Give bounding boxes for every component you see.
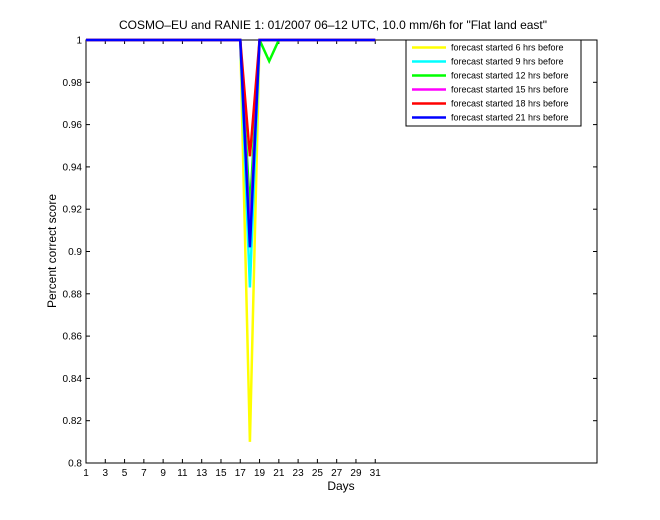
y-axis: 0.8 0.82 0.84 0.86 0.88 0.9 0.92 0.94 0.96 0.98 1 [63, 36, 597, 470]
x-tick-label: 29 [350, 468, 362, 479]
x-tick-label: 7 [141, 468, 147, 479]
legend-box [405, 39, 582, 127]
legend-label: forecast started 6 hrs before [451, 43, 564, 53]
y-tick-label: 0.92 [63, 205, 83, 216]
x-tick-label: 15 [215, 468, 227, 479]
x-tick-label: 9 [160, 468, 166, 479]
x-tick-label: 11 [177, 468, 188, 479]
y-tick-label: 0.94 [63, 162, 83, 173]
y-tick-label: 0.86 [63, 332, 83, 343]
legend: forecast started 6 hrs before forecast st… [405, 39, 582, 127]
y-tick-label: 0.98 [63, 78, 83, 89]
legend-label: forecast started 12 hrs before [451, 71, 569, 81]
x-tick-label: 1 [83, 468, 89, 479]
legend-label: forecast started 21 hrs before [451, 113, 569, 123]
legend-label: forecast started 9 hrs before [451, 57, 564, 67]
chart-title: COSMO–EU and RANIE 1: 01/2007 06–12 UTC,… [119, 18, 547, 32]
series-lines [86, 38, 376, 442]
y-tick-label: 0.82 [63, 416, 83, 427]
x-tick-label: 25 [312, 468, 324, 479]
x-tick-label: 3 [103, 468, 109, 479]
x-tick-label: 19 [254, 468, 266, 479]
y-tick-label: 0.96 [63, 120, 83, 131]
x-tick-label: 21 [273, 468, 285, 479]
x-axis-title: Days [327, 479, 354, 493]
x-tick-label: 27 [331, 468, 343, 479]
series-line-6 [86, 38, 376, 248]
y-tick-label: 1 [76, 36, 82, 47]
x-tick-label: 23 [293, 468, 305, 479]
x-tick-label: 13 [196, 468, 208, 479]
x-tick-label: 17 [235, 468, 247, 479]
y-axis-title: Percent correct score [45, 194, 59, 308]
y-tick-label: 0.84 [63, 374, 83, 385]
legend-label: forecast started 18 hrs before [451, 99, 569, 109]
y-tick-label: 0.8 [68, 459, 82, 470]
y-tick-label: 0.88 [63, 289, 83, 300]
y-tick-label: 0.9 [68, 247, 82, 258]
legend-label: forecast started 15 hrs before [451, 85, 569, 95]
x-tick-label: 31 [370, 468, 382, 479]
x-tick-label: 5 [122, 468, 128, 479]
